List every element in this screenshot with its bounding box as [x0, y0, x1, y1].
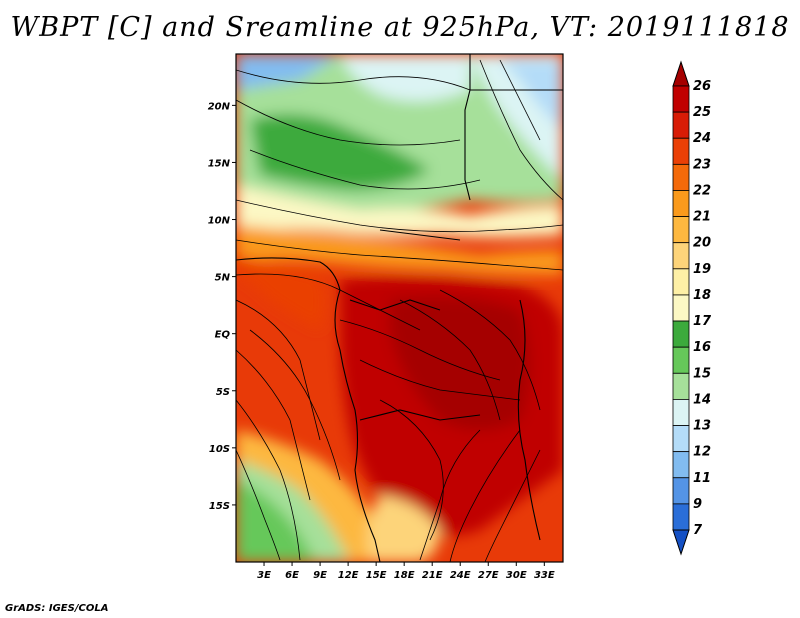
colorbar-swatch — [672, 346, 690, 374]
lat-label: 10N — [208, 216, 231, 227]
colorbar-label: 18 — [693, 288, 711, 303]
colorbar-label: 15 — [693, 366, 711, 381]
lat-label: 15S — [209, 501, 230, 512]
lon-label: 27E — [478, 570, 499, 581]
colorbar-label: 14 — [693, 392, 711, 407]
longitude-axis: 3E 6E 9E 12E 15E 18E 21E 24E 27E 30E 33E — [257, 562, 555, 581]
colorbar-swatch — [672, 503, 690, 531]
latitude-axis: 20N 15N 10N 5N EQ 5S 10S 15S — [208, 101, 236, 512]
colorbar-label: 7 — [693, 523, 703, 538]
colorbar-label: 25 — [693, 105, 711, 120]
colorbar-label: 24 — [693, 131, 711, 146]
colorbar-label: 19 — [693, 262, 711, 277]
colorbar-swatch — [672, 216, 690, 244]
chart-title: WBPT [C] and Sreamline at 925hPa, VT: 20… — [10, 12, 790, 43]
lon-label: 18E — [394, 570, 415, 581]
lat-label: EQ — [215, 330, 231, 341]
lon-label: 30E — [506, 570, 527, 581]
colorbar-label: 9 — [693, 497, 702, 512]
colorbar: 26 25 24 23 22 21 20 19 18 17 16 15 14 13 12 11 9 7 — [672, 60, 712, 556]
map-frame — [235, 53, 564, 563]
grads-credit: GrADS: IGES/COLA — [5, 603, 109, 614]
colorbar-swatch — [672, 268, 690, 296]
colorbar-swatch — [672, 477, 690, 505]
colorbar-swatch — [672, 372, 690, 400]
lon-label: 21E — [422, 570, 443, 581]
lat-label: 5N — [215, 273, 231, 284]
colorbar-swatch — [672, 242, 690, 270]
streamlines — [236, 59, 563, 562]
wbpt-field — [236, 54, 563, 562]
colorbar-bottom-arrow — [672, 529, 690, 556]
colorbar-swatch — [672, 85, 690, 113]
colorbar-label: 20 — [693, 236, 711, 251]
colorbar-swatch — [672, 451, 690, 479]
colorbar-swatch — [672, 425, 690, 453]
colorbar-swatch — [672, 163, 690, 191]
colorbar-label: 13 — [693, 419, 711, 434]
colorbar-swatch — [672, 320, 690, 348]
lon-label: 12E — [338, 570, 359, 581]
colorbar-label: 17 — [693, 314, 712, 329]
lat-label: 15N — [208, 158, 231, 169]
lat-label: 10S — [209, 444, 230, 455]
colorbar-label: 11 — [693, 471, 711, 486]
lat-label: 20N — [208, 101, 231, 112]
colorbar-swatch — [672, 399, 690, 426]
colorbar-top-arrow — [672, 60, 690, 87]
colorbar-swatch — [672, 190, 690, 217]
lon-label: 24E — [450, 570, 471, 581]
colorbar-label: 12 — [693, 445, 711, 460]
colorbar-label: 26 — [693, 79, 711, 94]
colorbar-swatch — [672, 137, 690, 165]
coastlines — [236, 54, 563, 562]
lon-label: 33E — [534, 570, 555, 581]
colorbar-swatch — [672, 111, 690, 139]
colorbar-label: 16 — [693, 340, 711, 355]
colorbar-label: 21 — [693, 210, 711, 225]
colorbar-label: 23 — [693, 157, 711, 172]
lon-label: 9E — [313, 570, 327, 581]
lon-label: 6E — [285, 570, 299, 581]
colorbar-label: 22 — [693, 183, 711, 198]
colorbar-swatch — [672, 294, 690, 322]
lon-label: 3E — [257, 570, 271, 581]
lat-label: 5S — [216, 387, 230, 398]
lon-label: 15E — [366, 570, 387, 581]
